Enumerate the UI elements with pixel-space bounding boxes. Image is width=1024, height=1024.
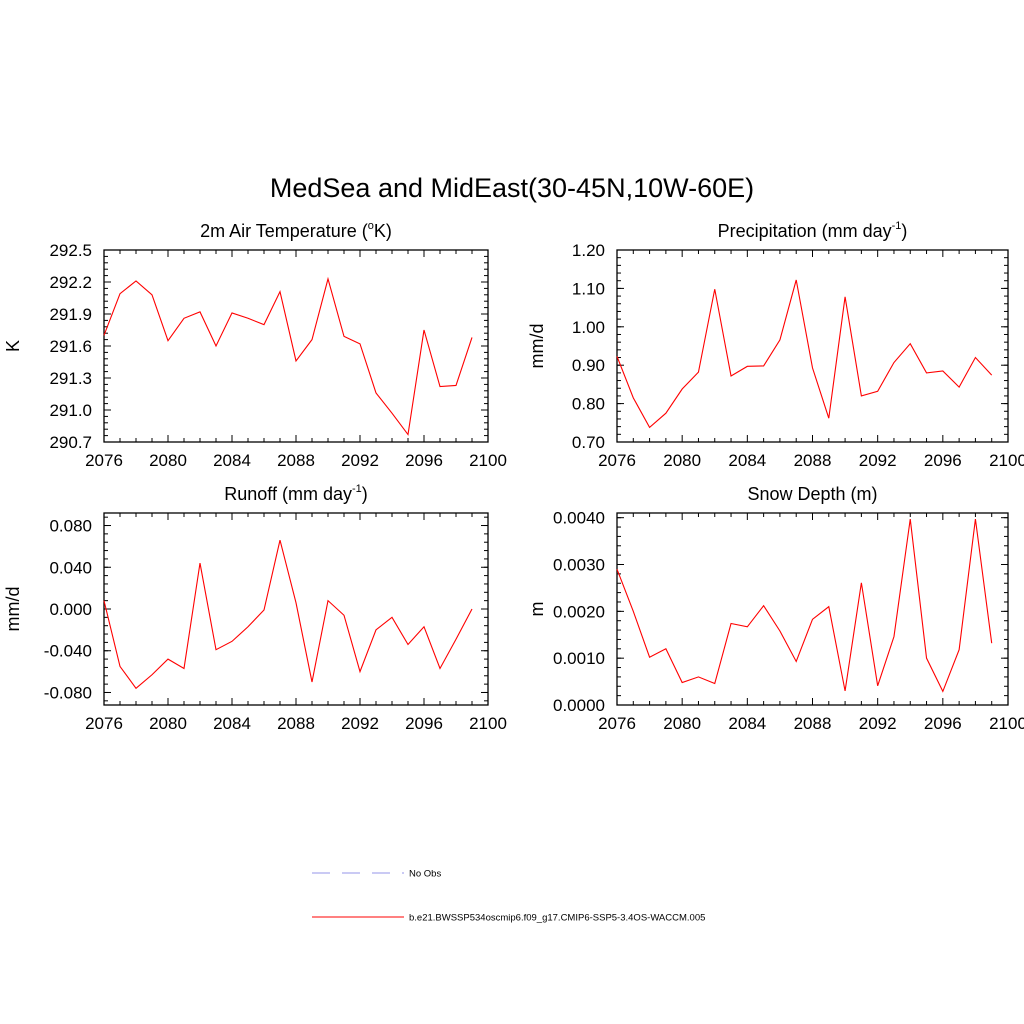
y-tick-label: 291.3	[49, 369, 92, 388]
x-tick-label: 2088	[794, 714, 832, 733]
x-tick-label: 2100	[469, 451, 507, 470]
legend: No Obs b.e21.BWSSP534oscmip6.f09_g17.CMI…	[312, 869, 705, 924]
series-line	[616, 279, 993, 429]
y-tick-label: 292.2	[49, 273, 92, 292]
y-tick-label: 0.040	[49, 558, 92, 577]
series-line	[103, 539, 473, 690]
x-tick-label: 2092	[341, 451, 379, 470]
panel-title: 2m Air Temperature (oK)	[200, 220, 392, 241]
y-tick-label: 0.0000	[553, 696, 605, 715]
y-tick-label: 1.20	[572, 241, 605, 260]
x-tick-label: 2100	[469, 714, 507, 733]
x-tick-label: 2080	[663, 451, 701, 470]
y-tick-label: 291.0	[49, 401, 92, 420]
x-tick-label: 2092	[859, 451, 897, 470]
y-tick-label: 0.080	[49, 517, 92, 536]
y-axis-label: mm/d	[527, 324, 547, 369]
chart-panel-4: Snow Depth (m) m 2076 2080 2084 2088 2092 2096 2…	[527, 484, 1024, 733]
x-tick-label: 2080	[663, 714, 701, 733]
x-tick-label: 2080	[149, 451, 187, 470]
panel-title: Snow Depth (m)	[747, 484, 877, 504]
y-axis-label: mm/d	[3, 587, 23, 632]
series-line	[616, 519, 993, 693]
x-tick-label: 2076	[598, 451, 636, 470]
x-tick-label: 2088	[794, 451, 832, 470]
x-tick-label: 2092	[341, 714, 379, 733]
y-tick-label: -0.080	[44, 683, 92, 702]
figure-title: MedSea and MidEast(30-45N,10W-60E)	[270, 173, 754, 203]
y-tick-label: -0.040	[44, 642, 92, 661]
y-tick-label: 0.80	[572, 395, 605, 414]
legend-obs-label: No Obs	[409, 869, 441, 880]
x-tick-label: 2084	[213, 714, 251, 733]
y-tick-label: 292.5	[49, 241, 92, 260]
y-tick-label: 0.0030	[553, 556, 605, 575]
y-tick-label: 0.0010	[553, 649, 605, 668]
x-tick-label: 2100	[989, 451, 1024, 470]
panel-title: Precipitation (mm day-1)	[718, 220, 908, 241]
x-tick-label: 2076	[598, 714, 636, 733]
x-tick-label: 2084	[728, 714, 766, 733]
x-tick-label: 2076	[85, 451, 123, 470]
y-axis-label: m	[527, 602, 547, 617]
chart-panel-3: Runoff (mm day-1) mm/d 2076 2080 2084 2088 209…	[3, 483, 507, 733]
plot-frame	[103, 512, 489, 706]
legend-model-label: b.e21.BWSSP534oscmip6.f09_g17.CMIP6-SSP5…	[409, 913, 705, 924]
y-tick-label: 1.00	[572, 318, 605, 337]
plot-frame	[616, 249, 1009, 443]
x-tick-label: 2088	[277, 451, 315, 470]
y-tick-label: 291.9	[49, 305, 92, 324]
panel-title: Runoff (mm day-1)	[224, 483, 368, 504]
x-tick-label: 2088	[277, 714, 315, 733]
x-tick-label: 2092	[859, 714, 897, 733]
y-tick-label: 0.0020	[553, 602, 605, 621]
x-tick-label: 2096	[924, 451, 962, 470]
y-tick-label: 0.0040	[553, 509, 605, 528]
y-tick-label: 1.10	[572, 279, 605, 298]
x-tick-label: 2076	[85, 714, 123, 733]
x-tick-label: 2096	[405, 714, 443, 733]
y-axis-label: K	[3, 340, 23, 352]
series-line	[103, 276, 473, 436]
x-tick-label: 2100	[989, 714, 1024, 733]
y-tick-label: 0.70	[572, 433, 605, 452]
y-tick-label: 0.000	[49, 600, 92, 619]
x-tick-label: 2084	[213, 451, 251, 470]
y-tick-label: 290.7	[49, 433, 92, 452]
y-tick-label: 0.90	[572, 356, 605, 375]
chart-panel-1: 2m Air Temperature (oK) K 2076 2080 2084 2088…	[3, 220, 507, 470]
x-tick-label: 2096	[405, 451, 443, 470]
x-tick-label: 2096	[924, 714, 962, 733]
plot-frame	[103, 249, 489, 443]
chart-panel-2: Precipitation (mm day-1) mm/d 2076 2080 2084…	[527, 220, 1024, 470]
y-tick-label: 291.6	[49, 337, 92, 356]
x-tick-label: 2080	[149, 714, 187, 733]
x-tick-label: 2084	[728, 451, 766, 470]
